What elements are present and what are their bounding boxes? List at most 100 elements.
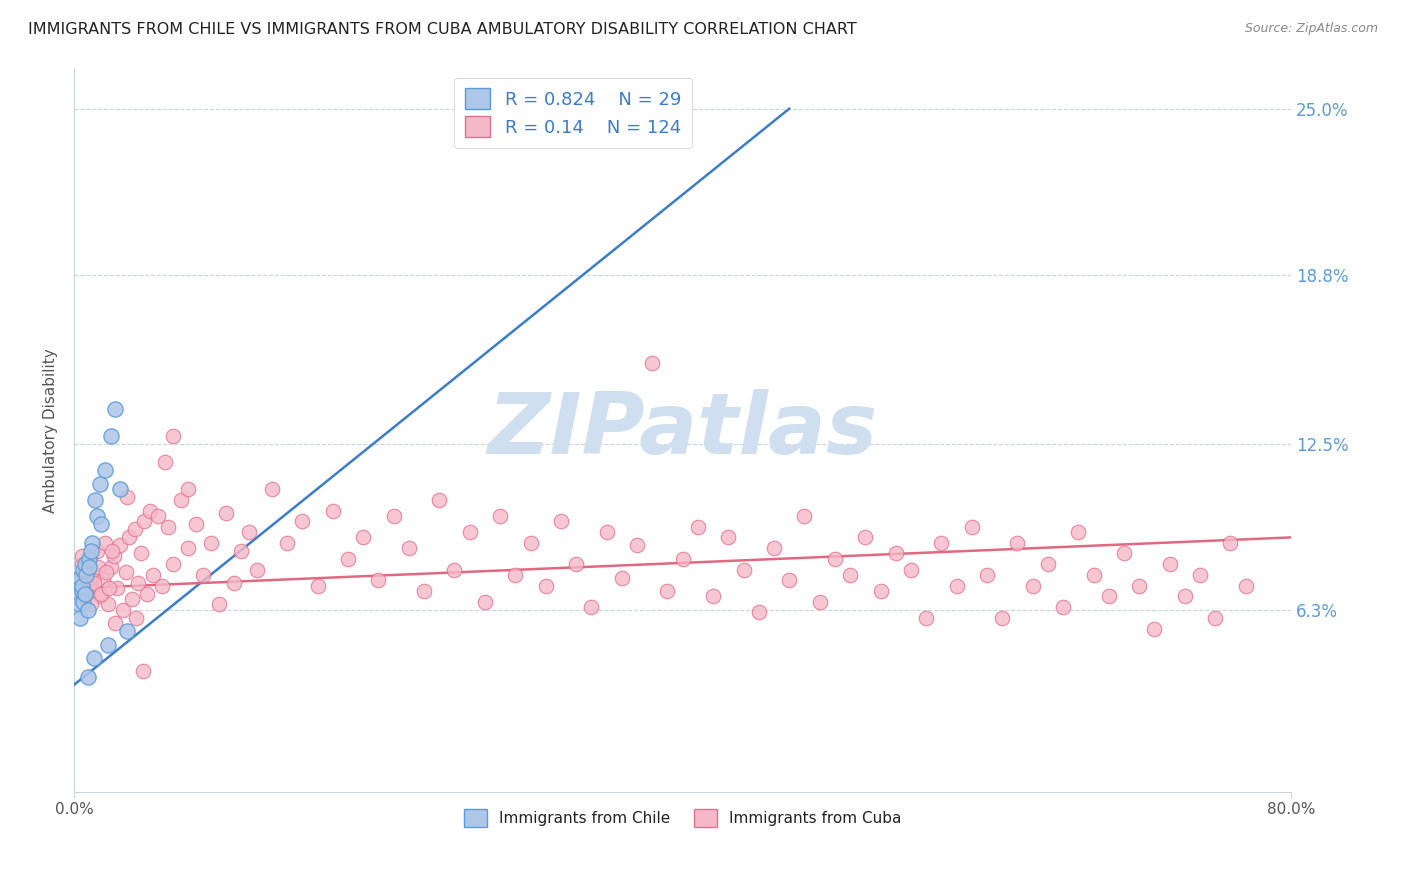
Point	[976, 568, 998, 582]
Point	[129, 547, 152, 561]
Point	[184, 516, 207, 531]
Point	[581, 600, 603, 615]
Point	[931, 535, 953, 549]
Point	[139, 503, 162, 517]
Point	[97, 598, 120, 612]
Point	[352, 530, 374, 544]
Point	[125, 611, 148, 625]
Point	[142, 568, 165, 582]
Point	[1128, 579, 1150, 593]
Point	[67, 571, 90, 585]
Point	[215, 506, 238, 520]
Point	[121, 592, 143, 607]
Point	[208, 598, 231, 612]
Point	[382, 508, 405, 523]
Point	[291, 514, 314, 528]
Point	[72, 563, 94, 577]
Point	[839, 568, 862, 582]
Point	[427, 492, 450, 507]
Point	[808, 595, 831, 609]
Point	[222, 576, 245, 591]
Point	[150, 579, 173, 593]
Point	[778, 574, 800, 588]
Point	[93, 535, 115, 549]
Point	[70, 558, 93, 572]
Text: ZIPatlas: ZIPatlas	[488, 389, 877, 472]
Point	[1112, 547, 1135, 561]
Point	[86, 544, 108, 558]
Point	[83, 651, 105, 665]
Point	[915, 611, 938, 625]
Point	[155, 455, 177, 469]
Point	[550, 514, 572, 528]
Point	[519, 535, 541, 549]
Point	[93, 463, 115, 477]
Point	[75, 568, 97, 582]
Point	[900, 563, 922, 577]
Point	[100, 560, 122, 574]
Point	[748, 606, 770, 620]
Point	[1204, 611, 1226, 625]
Point	[103, 549, 125, 564]
Point	[1067, 524, 1090, 539]
Point	[398, 541, 420, 555]
Point	[118, 530, 141, 544]
Point	[458, 524, 481, 539]
Point	[1189, 568, 1212, 582]
Point	[200, 535, 222, 549]
Point	[1021, 579, 1043, 593]
Point	[73, 558, 96, 572]
Point	[76, 603, 98, 617]
Point	[1219, 535, 1241, 549]
Point	[162, 558, 184, 572]
Point	[231, 544, 253, 558]
Point	[117, 490, 139, 504]
Point	[75, 584, 97, 599]
Point	[505, 568, 527, 582]
Point	[97, 638, 120, 652]
Point	[67, 576, 90, 591]
Point	[124, 522, 146, 536]
Point	[72, 595, 94, 609]
Point	[84, 492, 107, 507]
Point	[82, 584, 104, 599]
Point	[169, 492, 191, 507]
Text: Source: ZipAtlas.com: Source: ZipAtlas.com	[1244, 22, 1378, 36]
Point	[702, 590, 724, 604]
Point	[70, 579, 93, 593]
Point	[89, 590, 111, 604]
Point	[443, 563, 465, 577]
Point	[322, 503, 344, 517]
Point	[595, 524, 617, 539]
Y-axis label: Ambulatory Disability: Ambulatory Disability	[44, 348, 58, 513]
Point	[79, 552, 101, 566]
Point	[672, 552, 695, 566]
Point	[793, 508, 815, 523]
Point	[1143, 622, 1166, 636]
Point	[108, 482, 131, 496]
Point	[193, 568, 215, 582]
Point	[177, 541, 200, 555]
Point	[90, 516, 112, 531]
Point	[86, 508, 108, 523]
Point	[91, 574, 114, 588]
Point	[146, 508, 169, 523]
Point	[1007, 535, 1029, 549]
Point	[104, 401, 127, 416]
Point	[82, 535, 104, 549]
Point	[136, 587, 159, 601]
Point	[1174, 590, 1197, 604]
Point	[131, 665, 153, 679]
Point	[117, 624, 139, 639]
Point	[72, 571, 94, 585]
Point	[534, 579, 557, 593]
Point	[945, 579, 967, 593]
Point	[104, 616, 127, 631]
Point	[1083, 568, 1105, 582]
Point	[1036, 558, 1059, 572]
Point	[565, 558, 588, 572]
Point	[101, 544, 124, 558]
Point	[489, 508, 512, 523]
Point	[94, 566, 117, 580]
Point	[79, 552, 101, 566]
